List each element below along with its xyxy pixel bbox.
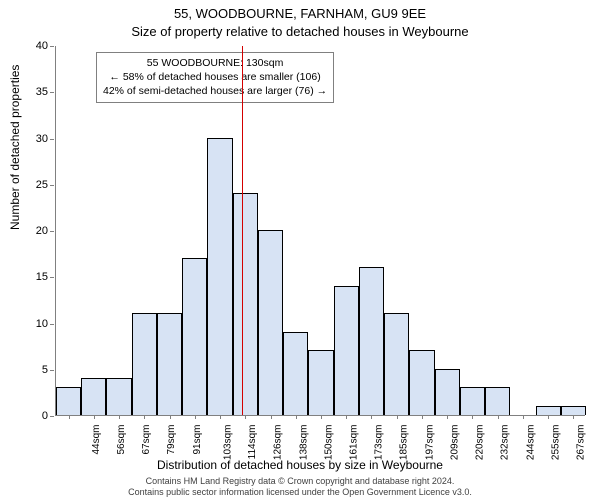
x-tick-label: 185sqm	[399, 425, 410, 461]
x-tick	[69, 415, 70, 419]
y-tick	[50, 324, 54, 325]
x-tick	[170, 415, 171, 419]
x-tick-label: 138sqm	[298, 425, 309, 461]
x-tick	[271, 415, 272, 419]
x-tick-label: 197sqm	[424, 425, 435, 461]
chart-title-sub: Size of property relative to detached ho…	[0, 24, 600, 39]
y-tick	[50, 185, 54, 186]
y-axis-label: Number of detached properties	[8, 65, 22, 230]
x-tick	[573, 415, 574, 419]
annotation-line-3: 42% of semi-detached houses are larger (…	[103, 84, 327, 98]
x-axis-label: Distribution of detached houses by size …	[0, 458, 600, 472]
y-tick-label: 0	[42, 410, 48, 422]
histogram-bar	[460, 387, 485, 415]
x-tick	[195, 415, 196, 419]
y-tick	[50, 139, 54, 140]
y-tick	[50, 92, 54, 93]
x-tick	[422, 415, 423, 419]
x-tick	[523, 415, 524, 419]
x-tick-label: 161sqm	[349, 425, 360, 461]
y-tick-label: 35	[36, 86, 48, 98]
x-tick	[346, 415, 347, 419]
histogram-bar	[258, 230, 283, 415]
x-tick-label: 126sqm	[273, 425, 284, 461]
x-tick-label: 67sqm	[141, 425, 152, 455]
y-tick	[50, 231, 54, 232]
x-tick-label: 209sqm	[450, 425, 461, 461]
histogram-bar	[384, 313, 409, 415]
histogram-bar	[81, 378, 106, 415]
chart-title-main: 55, WOODBOURNE, FARNHAM, GU9 9EE	[0, 6, 600, 21]
y-tick	[50, 277, 54, 278]
histogram-bar	[283, 332, 308, 415]
x-tick	[472, 415, 473, 419]
histogram-bar	[334, 286, 359, 416]
x-tick	[94, 415, 95, 419]
x-tick-label: 91sqm	[192, 425, 203, 455]
y-tick	[50, 370, 54, 371]
x-tick-label: 103sqm	[222, 425, 233, 461]
annotation-line-1: 55 WOODBOURNE: 130sqm	[103, 56, 327, 70]
footer-line-2: Contains public sector information licen…	[0, 487, 600, 498]
annotation-box: 55 WOODBOURNE: 130sqm ← 58% of detached …	[96, 52, 334, 103]
y-tick-label: 20	[36, 225, 48, 237]
x-tick	[144, 415, 145, 419]
x-tick	[321, 415, 322, 419]
x-tick	[397, 415, 398, 419]
x-tick-label: 255sqm	[550, 425, 561, 461]
x-tick	[245, 415, 246, 419]
histogram-bar	[536, 406, 561, 415]
histogram-bar	[182, 258, 207, 415]
histogram-bar	[207, 138, 232, 416]
x-tick	[447, 415, 448, 419]
histogram-bar	[106, 378, 131, 415]
histogram-bar	[485, 387, 510, 415]
x-tick-label: 56sqm	[116, 425, 127, 455]
x-tick-label: 232sqm	[500, 425, 511, 461]
x-tick-label: 173sqm	[374, 425, 385, 461]
x-tick-label: 44sqm	[91, 425, 102, 455]
y-tick-label: 10	[36, 318, 48, 330]
x-tick-label: 114sqm	[247, 425, 258, 460]
plot-area: 55 WOODBOURNE: 130sqm ← 58% of detached …	[55, 46, 585, 416]
annotation-line-2: ← 58% of detached houses are smaller (10…	[103, 70, 327, 84]
histogram-bar	[157, 313, 182, 415]
histogram-bar	[56, 387, 81, 415]
property-size-chart: 55, WOODBOURNE, FARNHAM, GU9 9EE Size of…	[0, 0, 600, 500]
y-tick-label: 5	[42, 364, 48, 376]
histogram-bar	[233, 193, 258, 415]
x-tick-label: 79sqm	[166, 425, 177, 455]
x-tick	[220, 415, 221, 419]
y-tick-label: 15	[36, 271, 48, 283]
y-tick	[50, 46, 54, 47]
x-tick-label: 220sqm	[475, 425, 486, 461]
x-tick	[548, 415, 549, 419]
histogram-bar	[132, 313, 157, 415]
x-tick	[119, 415, 120, 419]
histogram-bar	[435, 369, 460, 415]
y-tick-label: 30	[36, 133, 48, 145]
x-tick	[296, 415, 297, 419]
histogram-bar	[409, 350, 434, 415]
histogram-bar	[359, 267, 384, 415]
histogram-bar	[561, 406, 586, 415]
property-marker-line	[242, 46, 243, 415]
y-tick	[50, 416, 54, 417]
x-tick	[371, 415, 372, 419]
x-tick-label: 267sqm	[576, 425, 587, 461]
x-tick	[498, 415, 499, 419]
y-tick-label: 25	[36, 179, 48, 191]
x-tick-label: 244sqm	[525, 425, 536, 461]
x-tick-label: 150sqm	[323, 425, 334, 461]
chart-footer: Contains HM Land Registry data © Crown c…	[0, 476, 600, 499]
footer-line-1: Contains HM Land Registry data © Crown c…	[0, 476, 600, 487]
y-tick-label: 40	[36, 40, 48, 52]
histogram-bar	[308, 350, 333, 415]
